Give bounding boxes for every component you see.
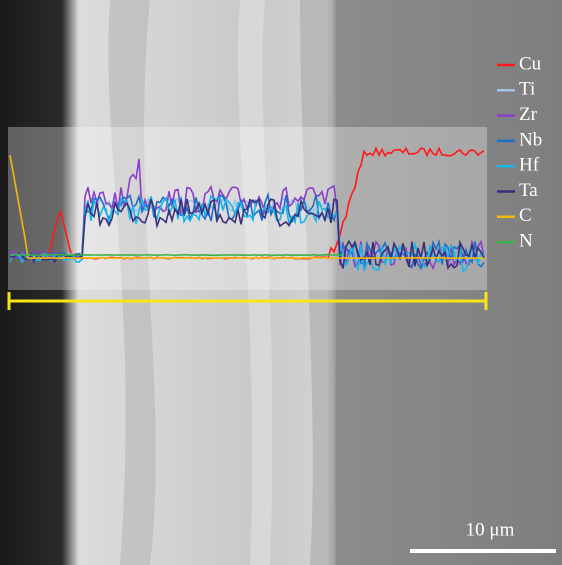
legend-label: Nb [519,129,542,150]
legend-label: Zr [519,104,538,125]
texture [237,0,273,565]
scale-bar-label: 10 μm [466,519,515,540]
interface [300,0,335,565]
legend-label: C [519,205,532,226]
texture [108,0,156,565]
legend-label: Cu [519,53,542,74]
scan-line [7,292,488,310]
legend-label: Hf [519,155,540,176]
legend-label: Ti [519,79,535,100]
legend-label: N [519,230,533,251]
line-profiles [9,146,485,273]
profile-line [9,155,485,260]
profile-line [9,197,485,270]
profile-line [9,253,344,257]
legend: Cu Ti Zr Nb Hf Ta CN [497,53,542,251]
legend-label: Ta [519,180,538,201]
